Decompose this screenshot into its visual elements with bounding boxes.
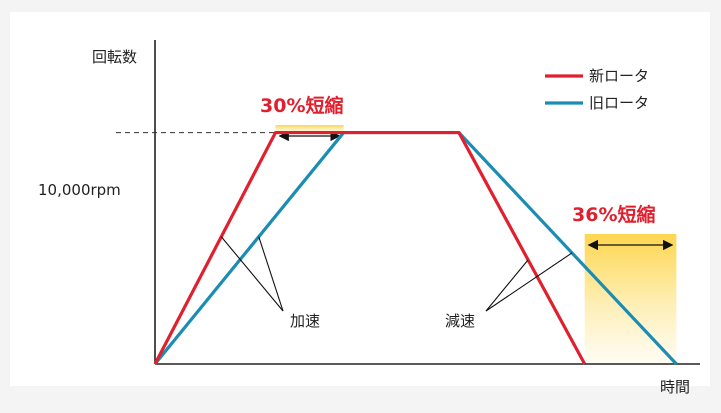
y-axis-label: 回転数	[92, 48, 137, 66]
y-tick-label-10000: 10,000rpm	[38, 181, 121, 199]
series-layer	[153, 130, 678, 366]
annotation-30-percent: 30%短縮	[260, 94, 343, 117]
reduction-band-1	[584, 234, 677, 364]
reduction-band-0	[275, 125, 344, 133]
reduction-bands	[275, 125, 677, 364]
annotation-36-percent: 36%短縮	[572, 203, 655, 226]
accel-callout-new	[220, 236, 284, 312]
decel-callout-new	[485, 259, 529, 312]
callouts	[220, 236, 573, 312]
legend-label-0: 新ロータ	[589, 67, 649, 85]
decel-label: 減速	[445, 312, 475, 330]
legend-label-1: 旧ロータ	[589, 94, 649, 112]
accel-label: 加速	[290, 312, 320, 330]
accel-callout-old	[258, 236, 284, 312]
x-axis-label: 時間	[660, 378, 690, 396]
decel-callout-old	[485, 252, 573, 312]
series-line-0	[153, 130, 587, 365]
